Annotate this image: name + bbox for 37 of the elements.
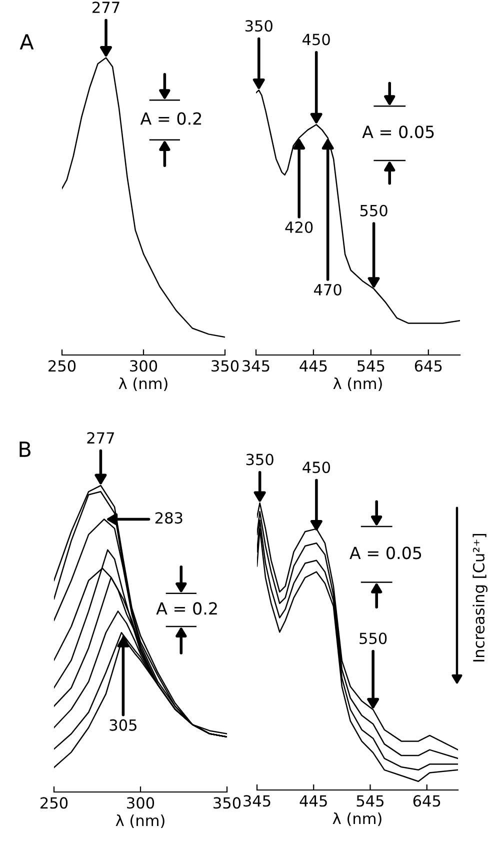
x-tick-label: 645	[414, 360, 442, 372]
annotation: 277	[87, 432, 114, 444]
x-axis-title: λ (nm)	[116, 814, 164, 828]
x-tick-label: 300	[130, 360, 158, 372]
x-tick-label: 445	[300, 360, 327, 372]
x-axis-title: λ (nm)	[333, 377, 382, 392]
x-tick-label: 350	[212, 360, 239, 372]
annotation: A = 0.2	[140, 112, 202, 125]
x-tick-label: 345	[242, 360, 270, 372]
x-tick-label: 250	[48, 360, 76, 372]
annotation: A = 0.2	[156, 602, 217, 615]
annotation: 550	[360, 204, 388, 216]
annotation: 350	[246, 454, 274, 466]
x-tick-label: 300	[127, 797, 154, 809]
x-tick-label: 250	[40, 797, 68, 809]
annotation: 470	[314, 284, 342, 296]
annotation: 420	[285, 221, 313, 234]
annotation: 450	[302, 34, 330, 46]
annotation: 550	[360, 632, 387, 644]
x-tick-label: 545	[356, 795, 384, 807]
annotation: 450	[302, 462, 330, 474]
annotation: 305	[110, 719, 136, 731]
text: A	[20, 34, 34, 50]
annotation: A = 0.05	[350, 546, 422, 560]
annotation: 350	[245, 20, 272, 32]
x-tick-label: 445	[300, 795, 327, 807]
x-tick-label: 345	[244, 795, 270, 807]
x-tick-label: 645	[413, 795, 440, 807]
annotation: 283	[155, 512, 182, 524]
text: Increasing [Cu²⁺]	[472, 534, 488, 662]
x-axis-title: λ (nm)	[332, 812, 382, 826]
annotation: 277	[92, 2, 120, 13]
x-tick-label: 545	[358, 360, 384, 372]
x-tick-label: 350	[214, 797, 241, 809]
x-axis-title: λ (nm)	[118, 377, 168, 392]
text: B	[20, 442, 30, 457]
annotation: A = 0.05	[362, 126, 434, 138]
